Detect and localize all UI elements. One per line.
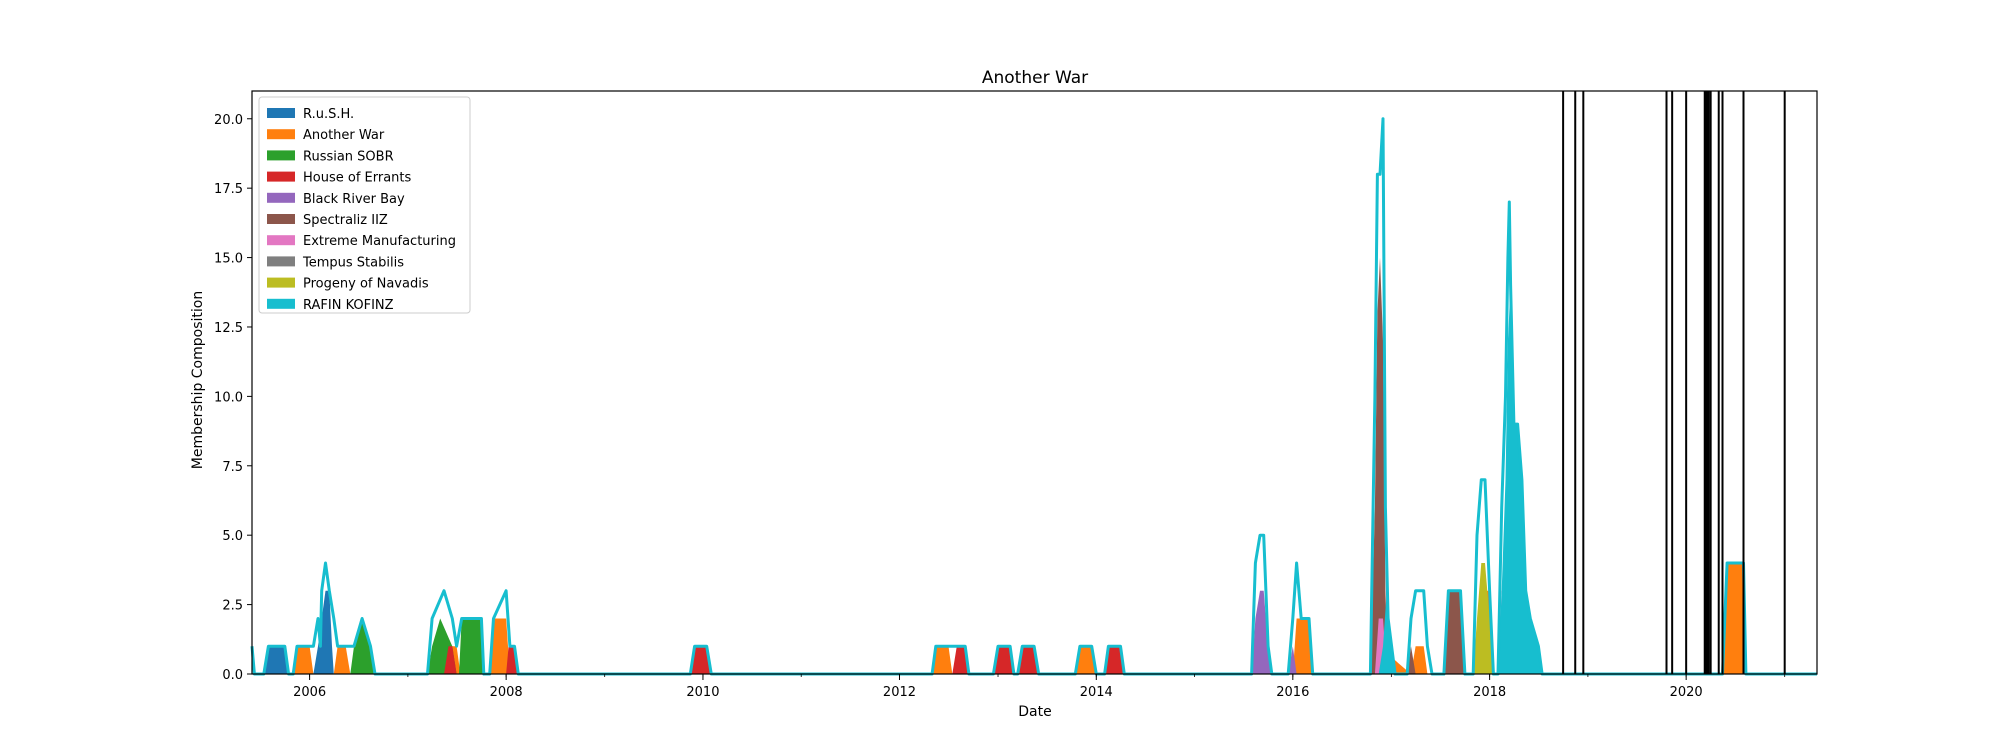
x-tick-label: 2008: [490, 685, 523, 700]
legend-label: Another War: [303, 128, 385, 143]
legend-label: R.u.S.H.: [303, 107, 354, 122]
legend-swatch: [267, 235, 295, 246]
series-area-r-u-s-h-: [263, 590, 334, 674]
legend-label: Extreme Manufacturing: [303, 234, 456, 249]
x-axis-title: Date: [1018, 704, 1051, 720]
plot-area: [250, 117, 1817, 676]
axes: 0.0 2.5 5.0 7.5 10.0 12.5 15.0 17.5 20.0 2006 2008…: [214, 90, 1818, 700]
legend-label: Russian SOBR: [303, 149, 394, 164]
y-tick-label: 15.0: [214, 252, 243, 267]
y-tick-label: 0.0: [222, 668, 243, 683]
legend-swatch: [267, 298, 295, 309]
x-tick-label: 2010: [686, 685, 719, 700]
legend-swatch: [267, 108, 295, 118]
legend-label: RAFIN KOFINZ: [303, 298, 394, 313]
series-area-progeny-of-navadis: [1473, 563, 1494, 674]
x-tick-label: 2018: [1473, 685, 1506, 700]
legend-swatch: [267, 129, 295, 140]
total-outline-line: [250, 117, 1817, 676]
vertical-lines: [1562, 91, 1786, 674]
legend-swatch: [267, 277, 295, 288]
legend-box: [258, 96, 471, 314]
x-tick-label: 2014: [1080, 685, 1113, 700]
y-tick-label: 7.5: [222, 460, 243, 475]
y-tick-label: 17.5: [214, 182, 243, 197]
x-tick-label: 2006: [293, 685, 326, 700]
legend: R.u.S.H. Another War Russian SOBR House of …: [258, 96, 471, 314]
legend-swatch: [267, 150, 295, 161]
legend-swatch: [267, 192, 295, 203]
legend-label: Black River Bay: [303, 192, 405, 207]
y-tick-label: 2.5: [222, 599, 243, 614]
x-tick-label: 2012: [883, 685, 916, 700]
x-tick-label: 2020: [1670, 685, 1703, 700]
y-tick-label: 12.5: [214, 321, 243, 336]
legend-swatch: [267, 171, 295, 182]
legend-label: Progeny of Navadis: [303, 277, 429, 292]
legend-label: Spectraliz IIZ: [303, 213, 388, 228]
chart-title: Another War: [982, 68, 1088, 88]
legend-label: Tempus Stabilis: [302, 255, 404, 270]
y-tick-label: 5.0: [222, 529, 243, 544]
x-tick-label: 2016: [1276, 685, 1309, 700]
y-tick-label: 10.0: [214, 390, 243, 405]
legend-label: House of Errants: [303, 171, 412, 186]
y-tick-label: 20.0: [214, 113, 243, 128]
y-axis-title: Membership Composition: [190, 291, 206, 469]
series-area-rafin-kofinz: [1378, 285, 1543, 674]
legend-swatch: [267, 256, 295, 267]
plot-frame: [251, 90, 1818, 675]
series-area-house-of-errants: [444, 646, 1125, 674]
legend-swatch: [267, 214, 295, 224]
